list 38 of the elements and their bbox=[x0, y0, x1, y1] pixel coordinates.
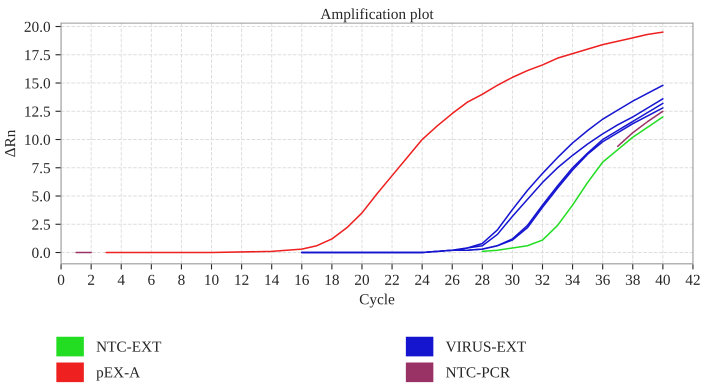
y-tick-label: 0.0 bbox=[32, 248, 50, 258]
y-tick-label: 10.0 bbox=[25, 134, 50, 146]
y-tick-label: 15.0 bbox=[25, 78, 50, 89]
x-tick-label: 32 bbox=[536, 274, 550, 285]
y-tick-label: 20.0 bbox=[24, 22, 50, 32]
x-tick-label: 4 bbox=[118, 274, 125, 285]
x-tick-label: 38 bbox=[626, 274, 640, 285]
x-tick-label: 20 bbox=[354, 274, 370, 285]
legend-label: NTC-PCR bbox=[446, 367, 510, 378]
x-tick-label: 6 bbox=[148, 274, 155, 285]
legend-label: pEX-A bbox=[96, 367, 140, 381]
x-tick-label: 34 bbox=[566, 274, 580, 285]
x-tick-label: 26 bbox=[445, 274, 460, 285]
x-tick-label: 36 bbox=[596, 274, 610, 285]
y-tick-label: 5.0 bbox=[32, 191, 50, 202]
chart-title: Amplification plot bbox=[320, 8, 434, 22]
x-tick-label: 16 bbox=[295, 274, 309, 285]
y-tick-label: 17.5 bbox=[25, 50, 50, 60]
x-tick-label: 30 bbox=[506, 274, 520, 285]
x-tick-label: 0 bbox=[58, 274, 64, 285]
x-tick-label: 22 bbox=[385, 274, 399, 285]
x-tick-label: 28 bbox=[475, 274, 490, 285]
x-tick-label: 8 bbox=[178, 274, 185, 285]
x-tick-label: 10 bbox=[205, 274, 219, 285]
x-axis-title: Cycle bbox=[360, 294, 394, 308]
y-tick-label: 12.5 bbox=[25, 106, 50, 117]
x-tick-label: 12 bbox=[235, 274, 248, 285]
x-tick-label: 40 bbox=[656, 274, 670, 285]
x-tick-label: 24 bbox=[415, 274, 430, 285]
x-tick-label: 2 bbox=[88, 274, 94, 285]
legend-label: VIRUS-EXT bbox=[446, 342, 526, 352]
x-tick-label: 14 bbox=[265, 274, 280, 285]
y-tick-label: 7.5 bbox=[32, 163, 50, 174]
legend-label: NTC-EXT bbox=[96, 342, 162, 352]
x-tick-label: 42 bbox=[686, 274, 700, 285]
y-axis-title: ΔRn bbox=[5, 130, 16, 157]
y-tick-label: 2.5 bbox=[32, 219, 50, 230]
x-tick-label: 18 bbox=[326, 274, 339, 285]
